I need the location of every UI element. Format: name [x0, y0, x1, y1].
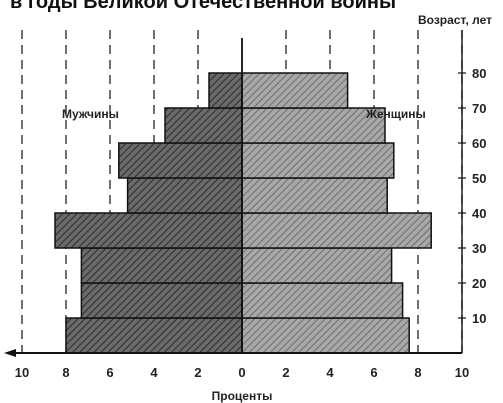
caption-fragment: в годы Великой Отечественной войны [10, 0, 396, 13]
age-tick-label-80: 80 [472, 66, 486, 81]
bar-female-40-50 [241, 177, 388, 214]
age-tick-label-20: 20 [472, 276, 486, 291]
x-tick-label-left-6: 6 [106, 365, 113, 380]
bar-male-20-30 [80, 247, 243, 284]
bar-female-50-60 [241, 142, 395, 179]
age-tick-label-60: 60 [472, 136, 486, 151]
bar-female-10-20 [241, 282, 404, 319]
x-tick-label-right-6: 6 [370, 365, 377, 380]
age-tick-label-30: 30 [472, 241, 486, 256]
age-tick-label-50: 50 [472, 171, 486, 186]
bar-female-70-80 [241, 72, 349, 109]
x-tick-label-right-10: 10 [455, 365, 469, 380]
bar-male-30-40 [54, 212, 243, 249]
bar-male-40-50 [126, 177, 243, 214]
male-label: Мужчины [62, 107, 119, 121]
x-tick-label-left-2: 2 [194, 365, 201, 380]
x-tick-label-left-8: 8 [62, 365, 69, 380]
bar-female-20-30 [241, 247, 393, 284]
x-tick-label-right-4: 4 [326, 365, 334, 380]
female-label: Женщины [365, 107, 426, 121]
bar-male-10-20 [80, 282, 243, 319]
bars [54, 72, 432, 354]
bar-female-0-10 [241, 317, 410, 354]
age-tick-label-70: 70 [472, 101, 486, 116]
x-axis-arrow-icon [4, 349, 16, 357]
bar-male-0-10 [65, 317, 243, 354]
age-tick-label-10: 10 [472, 311, 486, 326]
bar-female-30-40 [241, 212, 432, 249]
x-axis-title: Проценты [212, 389, 273, 403]
x-tick-label-left-4: 4 [150, 365, 158, 380]
y-axis-title: Возраст, лет [418, 13, 492, 27]
bar-male-70-80 [208, 72, 243, 109]
bar-male-50-60 [118, 142, 243, 179]
age-tick-label-40: 40 [472, 206, 486, 221]
x-tick-label-left-10: 10 [15, 365, 29, 380]
bar-male-60-70 [164, 107, 243, 144]
x-tick-label-right-2: 2 [282, 365, 289, 380]
bar-female-60-70 [241, 107, 386, 144]
x-tick-label-left-0: 0 [238, 365, 245, 380]
x-tick-label-right-8: 8 [414, 365, 421, 380]
